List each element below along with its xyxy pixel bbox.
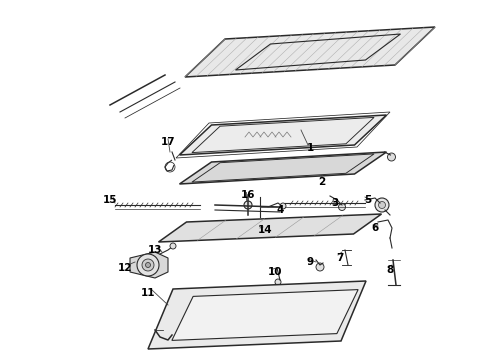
Circle shape [142,259,154,271]
Circle shape [146,262,150,267]
Circle shape [275,279,281,285]
Text: 5: 5 [365,195,371,205]
Text: 10: 10 [268,267,282,277]
Text: 8: 8 [387,265,393,275]
Text: 6: 6 [371,223,379,233]
Text: 4: 4 [276,205,284,215]
Circle shape [378,202,386,208]
Text: 7: 7 [336,253,343,263]
Polygon shape [148,281,366,349]
Text: 3: 3 [331,198,339,208]
Polygon shape [158,214,382,242]
Text: 17: 17 [161,137,175,147]
Polygon shape [185,27,435,77]
Circle shape [170,243,176,249]
Text: 15: 15 [103,195,117,205]
Polygon shape [130,252,168,278]
Text: 14: 14 [258,225,272,235]
Circle shape [280,203,286,209]
Polygon shape [179,152,387,184]
Circle shape [137,254,159,276]
Text: 9: 9 [306,257,314,267]
Text: 1: 1 [306,143,314,153]
Polygon shape [179,115,387,155]
Text: 13: 13 [148,245,162,255]
Circle shape [375,198,389,212]
Circle shape [339,203,345,211]
Circle shape [316,263,324,271]
Text: 12: 12 [118,263,132,273]
Text: 2: 2 [318,177,326,187]
Polygon shape [172,289,358,341]
Text: 16: 16 [241,190,255,200]
Circle shape [388,153,395,161]
Text: 11: 11 [141,288,155,298]
Circle shape [244,201,252,209]
